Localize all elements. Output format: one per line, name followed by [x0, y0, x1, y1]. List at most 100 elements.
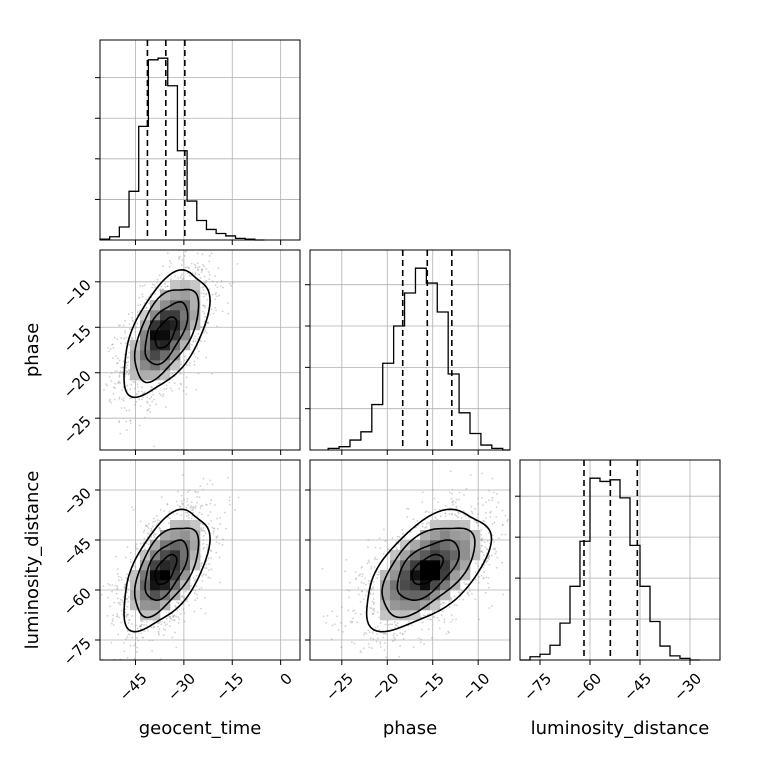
scatter-point: [219, 285, 222, 288]
scatter-point: [165, 387, 168, 390]
scatter-point: [492, 548, 495, 551]
scatter-point: [129, 644, 132, 647]
scatter-point: [173, 614, 176, 617]
scatter-point: [442, 601, 445, 604]
ytick-label-luminosity-distance-3: −30: [60, 484, 95, 519]
scatter-point: [205, 543, 208, 546]
density-cell: [170, 330, 181, 341]
scatter-point: [122, 366, 124, 369]
scatter-point: [365, 632, 368, 635]
scatter-point: [140, 405, 142, 407]
scatter-point: [474, 571, 477, 573]
scatter-point: [383, 649, 386, 652]
scatter-point: [122, 399, 125, 402]
scatter-point: [129, 388, 132, 391]
contour-geocent-time-vs-luminosity-distance-0: [154, 553, 178, 586]
scatter-point: [204, 304, 206, 307]
scatter-point: [122, 596, 125, 599]
scatter-point: [417, 524, 420, 527]
scatter-point: [427, 521, 430, 524]
scatter-point: [496, 492, 498, 495]
scatter-point: [125, 429, 128, 431]
scatter-point: [370, 565, 373, 568]
scatter-point: [397, 625, 400, 628]
scatter-point: [423, 643, 426, 646]
scatter-point: [221, 310, 224, 313]
scatter-point: [374, 546, 377, 549]
scatter-point: [140, 625, 142, 628]
scatter-point: [384, 540, 387, 542]
scatter-point: [164, 624, 167, 627]
scatter-point: [157, 630, 160, 633]
contours-phase-vs-luminosity-distance: [365, 508, 493, 633]
scatter-point: [119, 603, 121, 606]
scatter-point: [111, 357, 114, 359]
density-cell: [170, 520, 181, 531]
scatter-point: [480, 537, 483, 540]
scatter-point: [133, 381, 136, 384]
scatter-point: [495, 566, 498, 569]
scatter-point: [448, 491, 451, 494]
scatter-point: [125, 373, 127, 376]
scatter-point: [376, 625, 379, 628]
scatter-point: [443, 618, 446, 621]
scatter-point: [187, 514, 190, 516]
scatter-point: [419, 641, 422, 644]
scatter-point: [166, 503, 169, 505]
scatter-point: [210, 499, 213, 502]
scatter-point: [177, 602, 180, 604]
scatter-point: [376, 611, 379, 614]
scatter-point: [480, 533, 483, 536]
scatter-point: [136, 311, 139, 314]
scatter-point: [193, 263, 196, 266]
ylabel-luminosity-distance: luminosity_distance: [22, 471, 43, 650]
scatter-point: [197, 269, 199, 271]
scatter-point: [136, 322, 139, 325]
scatter-point: [391, 537, 394, 540]
scatter-point: [440, 614, 443, 617]
hist-frame-luminosity-distance: [519, 459, 721, 661]
scatter-point: [484, 512, 487, 514]
scatter-point: [140, 398, 143, 401]
density-cell: [180, 330, 191, 341]
scatter-point: [114, 382, 117, 385]
density-cell: [150, 300, 161, 311]
scatter-point: [205, 503, 208, 506]
scatter-point: [93, 446, 95, 448]
density-cell: [130, 600, 141, 611]
scatter-point: [215, 309, 217, 312]
scatter-point: [487, 532, 490, 534]
scatter-point: [455, 498, 458, 501]
scatter-point: [481, 550, 483, 553]
density-cell: [440, 530, 451, 541]
scatter-point: [482, 577, 485, 580]
scatter-point: [131, 316, 133, 319]
scatter-point: [168, 381, 171, 384]
scatter-point: [127, 613, 129, 616]
scatter-point: [227, 476, 229, 479]
density-cell: [180, 340, 191, 351]
scatter-point: [331, 624, 334, 627]
scatter-point: [497, 501, 500, 504]
scatter-point: [360, 566, 363, 569]
scatter-point: [194, 506, 197, 509]
scatter-point: [375, 640, 378, 643]
scatter-point: [114, 555, 117, 558]
scatter-point: [132, 320, 134, 323]
scatter-point: [366, 562, 369, 565]
scatter-point: [344, 570, 346, 573]
scatter-point: [174, 604, 177, 607]
scatter-point: [140, 624, 143, 627]
scatter-point: [439, 515, 442, 518]
scatter-point: [455, 507, 458, 510]
scatter-point: [396, 535, 399, 538]
scatter-point: [532, 504, 534, 506]
scatter-point: [184, 250, 187, 253]
scatter-point: [201, 528, 204, 531]
scatter-point: [173, 619, 176, 622]
scatter-point: [120, 578, 123, 581]
scatter-point: [151, 283, 154, 286]
scatter-point: [417, 637, 420, 640]
scatter-point: [198, 350, 200, 353]
scatter-point: [153, 517, 155, 520]
